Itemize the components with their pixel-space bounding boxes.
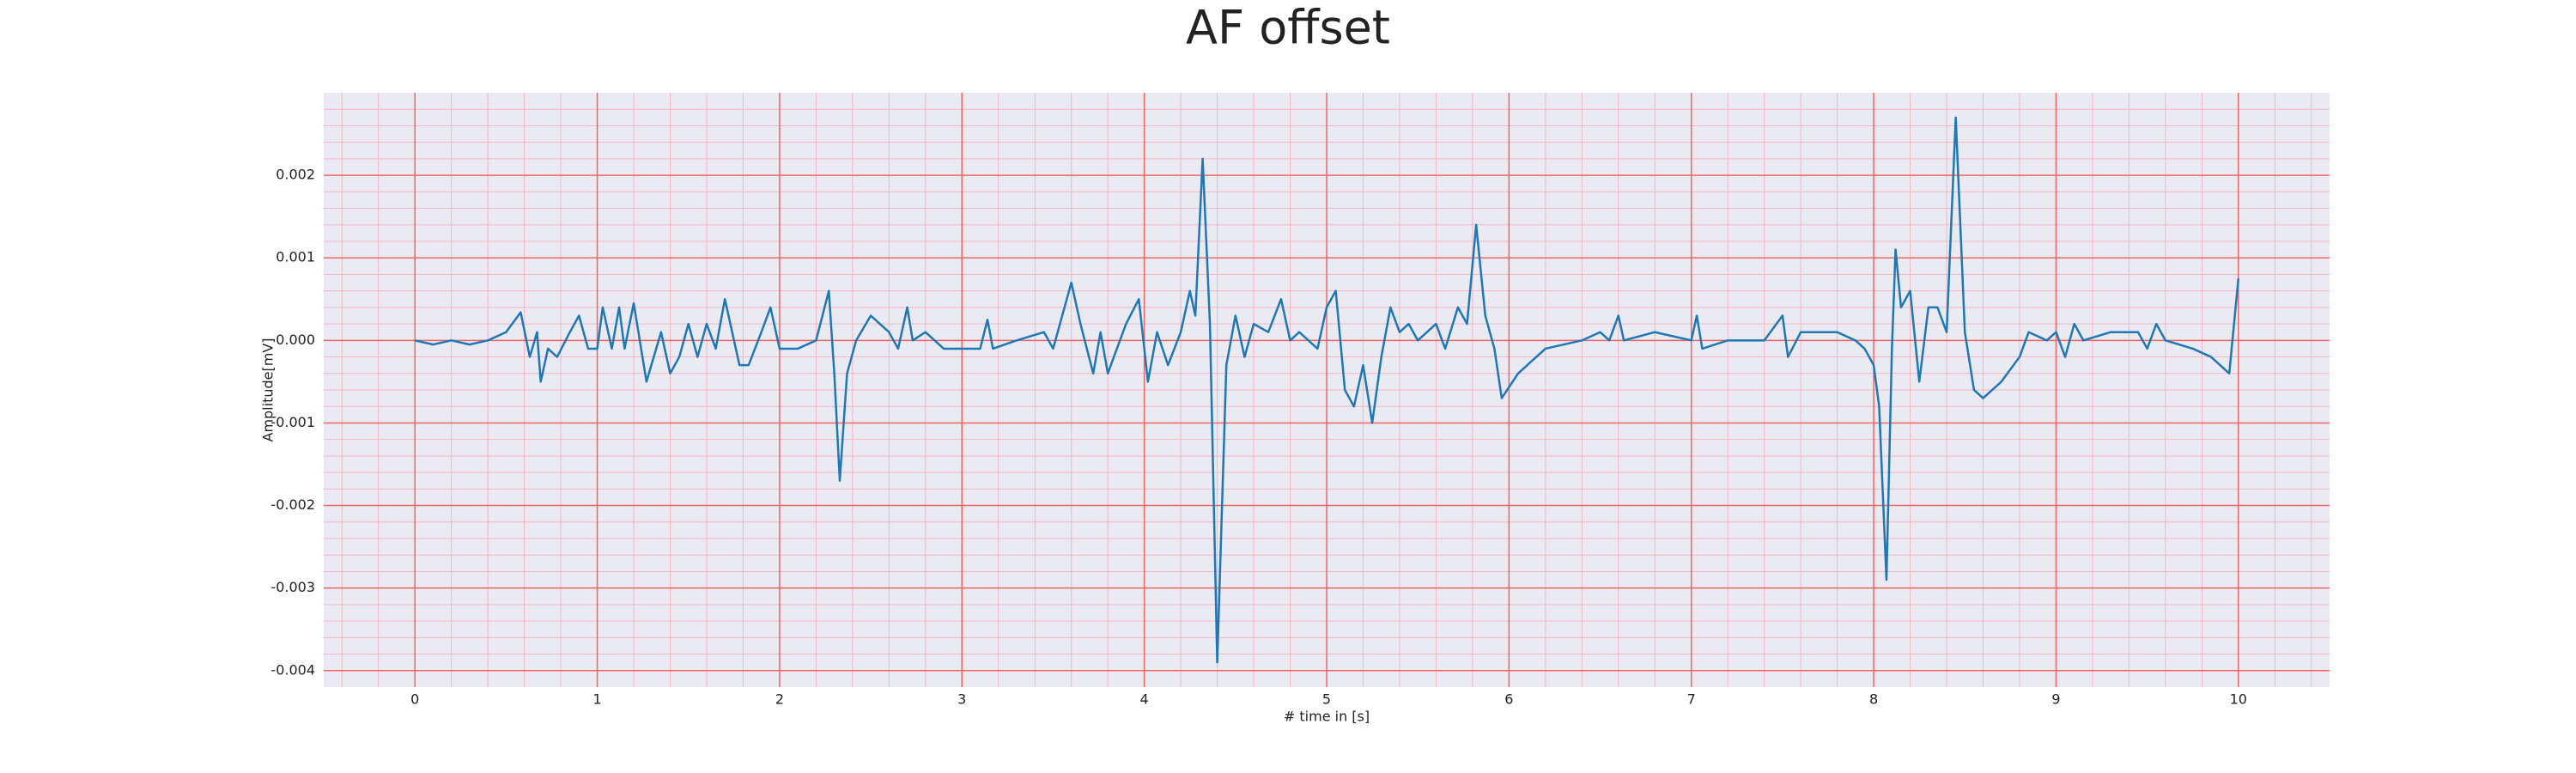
x-tick-label: 4 [1140, 691, 1149, 708]
y-axis-label: Amplitude[mV] [260, 338, 276, 441]
x-tick-label: 5 [1322, 691, 1331, 708]
y-tick-label: 0.002 [276, 167, 315, 183]
x-tick-label: 0 [410, 691, 419, 708]
x-tick-label: 10 [2230, 691, 2247, 708]
x-tick-label: 6 [1504, 691, 1513, 708]
x-tick-label: 9 [2051, 691, 2060, 708]
x-tick-label: 1 [592, 691, 601, 708]
line-series [414, 116, 2240, 664]
chart-title: AF offset [1186, 1, 1390, 55]
x-tick-label: 8 [1869, 691, 1878, 708]
y-tick-label: 0.001 [276, 249, 315, 265]
x-tick-label: 7 [1687, 691, 1696, 708]
x-axis-label: # time in [s] [1284, 709, 1370, 725]
x-tick-label: 2 [775, 691, 784, 708]
y-tick-label: -0.004 [270, 661, 315, 678]
y-tick-label: -0.001 [270, 414, 315, 430]
y-tick-label: 0.000 [276, 332, 315, 348]
x-tick-label: 3 [957, 691, 966, 708]
y-tick-label: -0.002 [270, 496, 315, 513]
y-tick-label: -0.003 [270, 579, 315, 595]
